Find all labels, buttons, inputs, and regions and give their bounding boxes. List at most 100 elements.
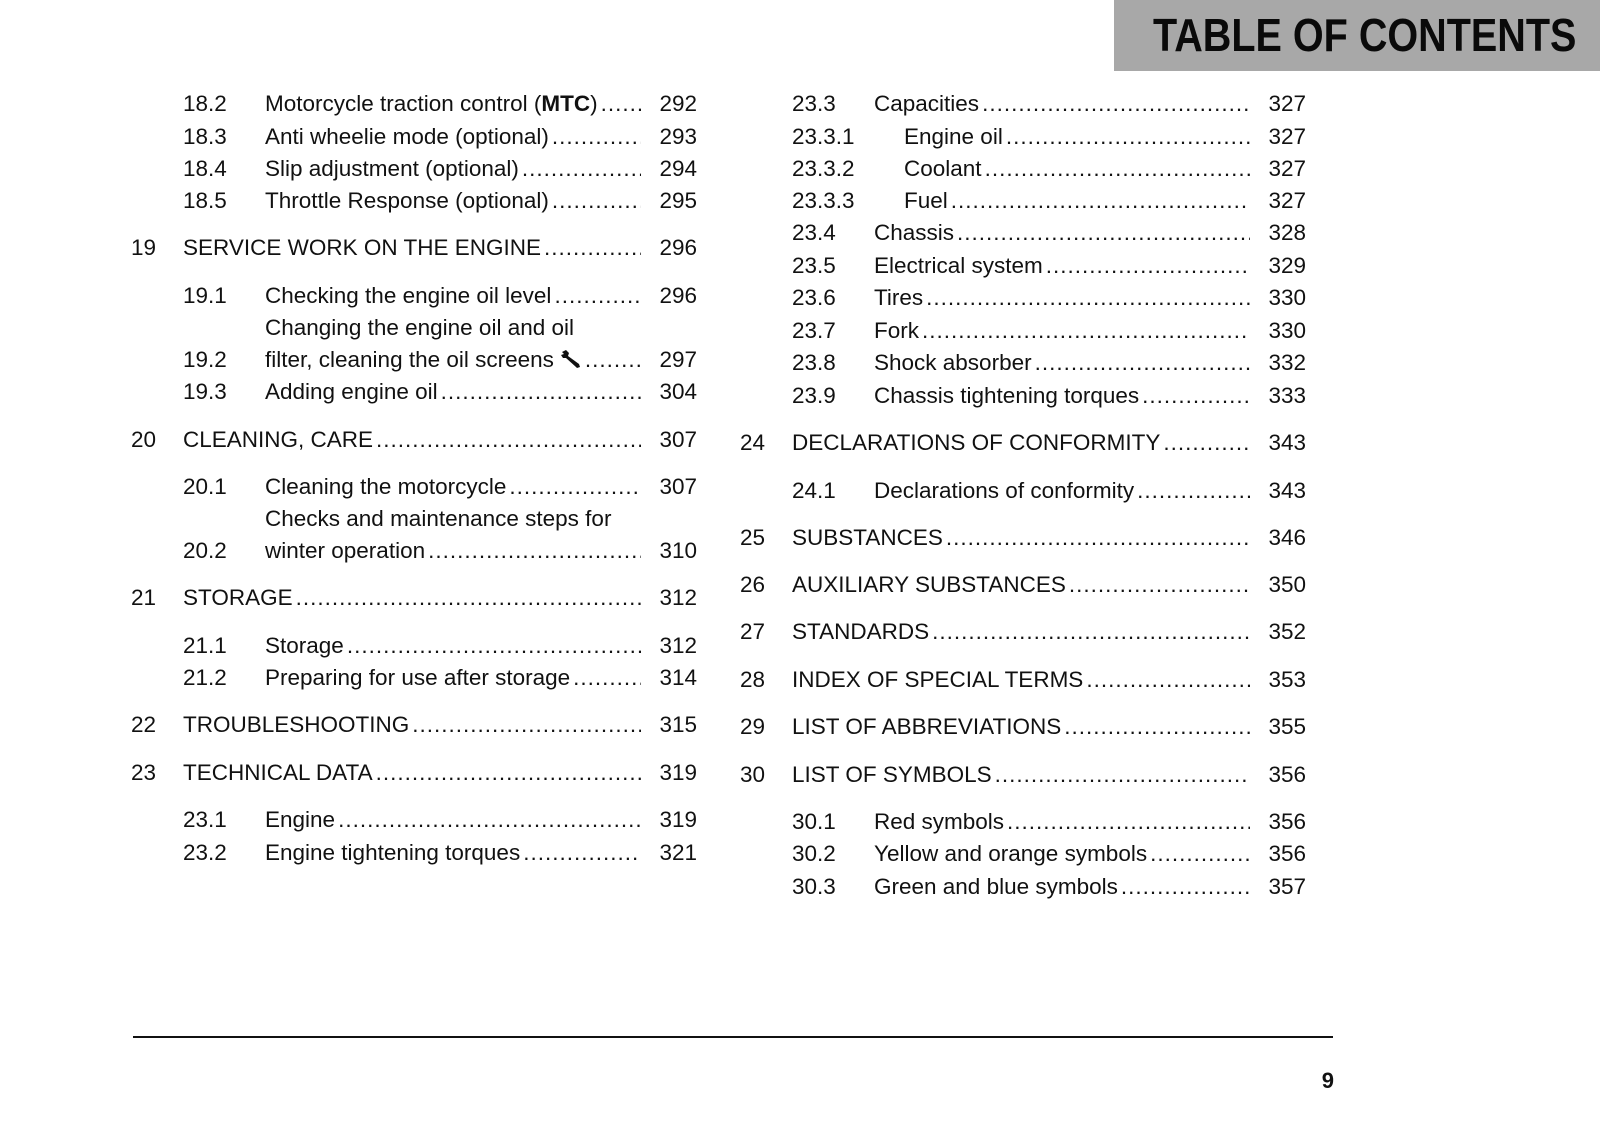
toc-section-entry[interactable]: 18.5 Throttle Response (optional)........… bbox=[183, 186, 697, 216]
toc-section-entry[interactable]: 23.1 Engine..............................… bbox=[183, 805, 697, 835]
toc-entry-title-wrap: Adding engine oil.......................… bbox=[265, 377, 641, 407]
toc-entry-title-text: CLEANING, CARE bbox=[183, 427, 374, 452]
toc-entry-page: 296 bbox=[659, 283, 697, 308]
toc-entry-number: 19.1 bbox=[183, 283, 227, 308]
toc-entry-number: 23.2 bbox=[183, 840, 227, 865]
toc-chapter-entry[interactable]: 27 STANDARDS.............................… bbox=[740, 617, 1306, 647]
toc-chapter-entry[interactable]: 29 LIST OF ABBREVIATIONS.................… bbox=[740, 712, 1306, 742]
toc-entry-title: Engine bbox=[265, 805, 335, 835]
toc-section-entry[interactable]: 18.3 Anti wheelie mode (optional)........… bbox=[183, 122, 697, 152]
toc-entry-title-text: Throttle Response (optional) bbox=[265, 188, 549, 213]
toc-entry-page: 352 bbox=[1268, 619, 1306, 644]
toc-section-entry[interactable]: 30.3 Green and blue symbols..............… bbox=[792, 872, 1306, 902]
toc-entry-page: 321 bbox=[659, 840, 697, 865]
toc-section-entry[interactable]: 23.8 Shock absorber......................… bbox=[792, 348, 1306, 378]
toc-entry-number: 21.2 bbox=[183, 665, 227, 690]
toc-entry-page: 292 bbox=[659, 91, 697, 116]
toc-chapter-entry[interactable]: 22 TROUBLESHOOTING.......................… bbox=[131, 710, 697, 740]
toc-entry-title-text: Motorcycle traction control ( bbox=[265, 91, 542, 116]
toc-entry-title-wrap: Green and blue symbols..................… bbox=[874, 872, 1250, 902]
toc-entry-title-text: STORAGE bbox=[183, 585, 293, 610]
toc-entry-title-wrap: Slip adjustment (optional)..............… bbox=[265, 154, 641, 184]
toc-chapter-entry[interactable]: 20 CLEANING, CARE........................… bbox=[131, 425, 697, 455]
dot-leader: ........................................… bbox=[338, 807, 641, 832]
toc-section-entry[interactable]: 19.2 filter, cleaning the oil screens....… bbox=[183, 345, 697, 375]
toc-section-entry[interactable]: 20.1 Cleaning the motorcycle.............… bbox=[183, 472, 697, 502]
toc-entry-page: 312 bbox=[659, 633, 697, 658]
toc-entry-page: 357 bbox=[1268, 874, 1306, 899]
toc-entry-title-wrap: LIST OF ABBREVIATIONS...................… bbox=[792, 712, 1250, 742]
toc-section-entry[interactable]: 21.1 Storage.............................… bbox=[183, 631, 697, 661]
toc-entry-number: 23.3.1 bbox=[792, 124, 855, 149]
toc-entry-number: 20.1 bbox=[183, 474, 227, 499]
toc-section-entry[interactable]: 23.9 Chassis tightening torques..........… bbox=[792, 381, 1306, 411]
toc-section-entry[interactable]: 19.3 Adding engine oil...................… bbox=[183, 377, 697, 407]
toc-entry-page: 356 bbox=[1268, 841, 1306, 866]
toc-entry-page: 330 bbox=[1268, 318, 1306, 343]
toc-section-entry[interactable]: 18.2 Motorcycle traction control (MTC)...… bbox=[183, 89, 697, 119]
toc-entry-title: Adding engine oil bbox=[265, 377, 438, 407]
toc-chapter-entry[interactable]: 28 INDEX OF SPECIAL TERMS................… bbox=[740, 665, 1306, 695]
dot-leader: ........................................… bbox=[584, 347, 641, 372]
toc-entry-page: 356 bbox=[1268, 762, 1306, 787]
dot-leader: ........................................… bbox=[945, 525, 1250, 550]
toc-chapter-entry[interactable]: 24 DECLARATIONS OF CONFORMITY............… bbox=[740, 428, 1306, 458]
toc-entry-page: 330 bbox=[1268, 285, 1306, 310]
toc-entry-number: 23.8 bbox=[792, 350, 836, 375]
toc-entry-title-wrap: AUXILIARY SUBSTANCES....................… bbox=[792, 570, 1250, 600]
dot-leader: ........................................… bbox=[428, 538, 641, 563]
toc-entry-page: 343 bbox=[1268, 478, 1306, 503]
dot-leader: ........................................… bbox=[551, 124, 641, 149]
toc-entry-title: Electrical system bbox=[874, 251, 1043, 281]
toc-entry-title-text: Green and blue symbols bbox=[874, 874, 1118, 899]
toc-entry-title: Coolant bbox=[904, 154, 982, 184]
toc-section-entry[interactable]: 23.7 Fork................................… bbox=[792, 316, 1306, 346]
toc-entry-page: 293 bbox=[659, 124, 697, 149]
toc-section-entry[interactable]: 23.4 Chassis.............................… bbox=[792, 218, 1306, 248]
toc-section-entry[interactable]: 23.3.3 Fuel..............................… bbox=[792, 186, 1306, 216]
toc-section-entry[interactable]: 30.1 Red symbols.........................… bbox=[792, 807, 1306, 837]
toc-entry-number: 18.2 bbox=[183, 91, 227, 116]
toc-entry-title-text: SUBSTANCES bbox=[792, 525, 943, 550]
toc-section-entry[interactable]: 23.3.1 Engine oil........................… bbox=[792, 122, 1306, 152]
toc-chapter-entry[interactable]: 26 AUXILIARY SUBSTANCES..................… bbox=[740, 570, 1306, 600]
toc-entry-page: 319 bbox=[659, 760, 697, 785]
toc-entry-number: 22 bbox=[131, 712, 157, 737]
toc-section-entry[interactable]: 23.3 Capacities..........................… bbox=[792, 89, 1306, 119]
dot-leader: ........................................… bbox=[1045, 253, 1250, 278]
toc-entry-title: Yellow and orange symbols bbox=[874, 839, 1147, 869]
toc-entry-title-wrap: TROUBLESHOOTING.........................… bbox=[183, 710, 641, 740]
toc-entry-number: 30.1 bbox=[792, 809, 836, 834]
toc-section-entry[interactable]: 24.1 Declarations of conformity..........… bbox=[792, 476, 1306, 506]
toc-entry-page: 297 bbox=[659, 347, 697, 372]
toc-chapter-entry[interactable]: 30 LIST OF SYMBOLS.......................… bbox=[740, 760, 1306, 790]
toc-section-entry[interactable]: 19.1 Checking the engine oil level.......… bbox=[183, 281, 697, 311]
toc-chapter-entry[interactable]: 23 TECHNICAL DATA........................… bbox=[131, 758, 697, 788]
toc-section-entry[interactable]: 23.5 Electrical system...................… bbox=[792, 251, 1306, 281]
toc-chapter-entry[interactable]: 25 SUBSTANCES............................… bbox=[740, 523, 1306, 553]
toc-section-entry[interactable]: 23.3.2 Coolant...........................… bbox=[792, 154, 1306, 184]
dot-leader: ........................................… bbox=[1007, 809, 1250, 834]
toc-entry-number: 20 bbox=[131, 427, 157, 452]
toc-entry-page: 329 bbox=[1268, 253, 1306, 278]
section-title: TABLE OF CONTENTS bbox=[1153, 9, 1577, 61]
toc-entry-number: 23.3 bbox=[792, 91, 836, 116]
dot-leader: ........................................… bbox=[295, 585, 641, 610]
toc-section-entry[interactable]: 30.2 Yellow and orange symbols...........… bbox=[792, 839, 1306, 869]
toc-chapter-entry[interactable]: 21 STORAGE...............................… bbox=[131, 583, 697, 613]
toc-section-entry[interactable]: 18.4 Slip adjustment (optional)..........… bbox=[183, 154, 697, 184]
toc-entry-title-wrap: Electrical system.......................… bbox=[874, 251, 1250, 281]
toc-entry-title-line: Changing the engine oil and oil bbox=[265, 315, 574, 340]
toc-entry-title: filter, cleaning the oil screens bbox=[265, 345, 582, 375]
toc-section-entry[interactable]: 23.6 Tires...............................… bbox=[792, 283, 1306, 313]
toc-chapter-entry[interactable]: 19 SERVICE WORK ON THE ENGINE............… bbox=[131, 233, 697, 263]
toc-entry-page: 355 bbox=[1268, 714, 1306, 739]
toc-section-entry[interactable]: 20.2 winter operation....................… bbox=[183, 536, 697, 566]
toc-entry-title-wrap: Engine oil..............................… bbox=[904, 122, 1250, 152]
dot-leader: ........................................… bbox=[932, 619, 1250, 644]
toc-section-entry[interactable]: 23.2 Engine tightening torques...........… bbox=[183, 838, 697, 868]
dot-leader: ........................................… bbox=[1163, 430, 1250, 455]
toc-section-entry[interactable]: 21.2 Preparing for use after storage.....… bbox=[183, 663, 697, 693]
dot-leader: ........................................… bbox=[440, 379, 641, 404]
toc-entry-title: SUBSTANCES bbox=[792, 523, 943, 553]
